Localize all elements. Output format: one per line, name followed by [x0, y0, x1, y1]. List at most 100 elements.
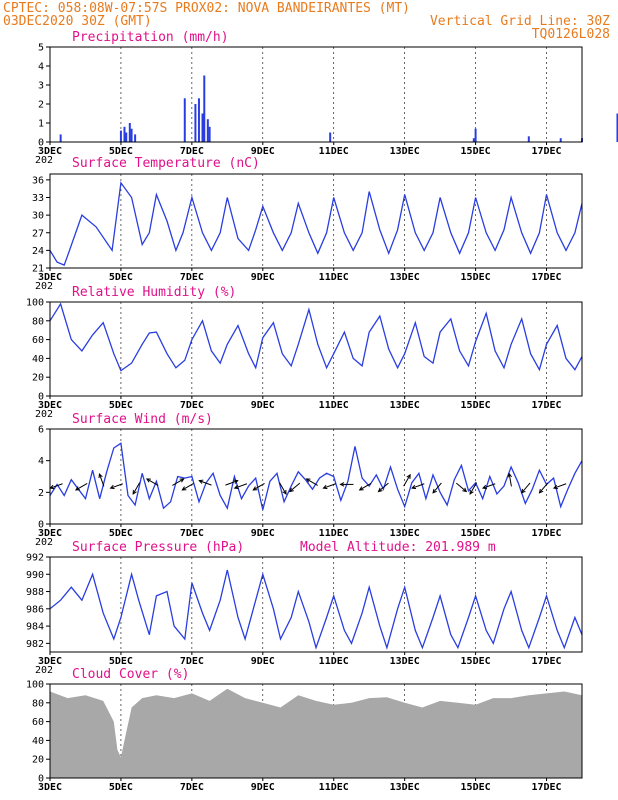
- precip-ytick-label: 3: [38, 81, 44, 92]
- precip-ytick-label: 4: [38, 62, 44, 73]
- precip-bar: [128, 123, 131, 142]
- humidity-xtick-label: 15DEC: [461, 400, 491, 411]
- wind-arrow-head: [181, 486, 187, 491]
- wind-arrow-head: [469, 489, 474, 495]
- header-model-code: TQ0126L028: [532, 27, 610, 42]
- pressure-xtick-label: 7DEC: [180, 656, 204, 667]
- cloud-xtick-label: 9DEC: [251, 782, 275, 793]
- wind-arrow: [539, 482, 549, 494]
- pressure-ytick-label: 988: [26, 587, 44, 598]
- wind-arrow: [508, 473, 512, 487]
- wind-arrow-head: [411, 484, 417, 490]
- wind-title: Surface Wind (m/s): [72, 412, 213, 427]
- cloud-xtick-label: 15DEC: [461, 782, 491, 793]
- wind-arrow-head: [179, 478, 185, 483]
- pressure-ytick-label: 992: [26, 553, 44, 564]
- temp-xtick-label: 9DEC: [251, 272, 275, 283]
- cloud-plot-frame: [49, 683, 583, 779]
- temp-ytick-label: 30: [32, 211, 44, 222]
- precip-title: Precipitation (mm/h): [72, 30, 229, 45]
- temp-xtick-label: 13DEC: [390, 272, 420, 283]
- cloud-ytick-label: 40: [32, 736, 44, 747]
- pressure-ytick-label: 990: [26, 570, 44, 581]
- pressure-ytick-label: 982: [26, 639, 44, 650]
- wind-arrow-head: [233, 479, 239, 484]
- precip-ytick-label: 0: [38, 138, 44, 149]
- pressure-xtick-label: 5DEC: [109, 656, 133, 667]
- humidity-series-line: [49, 302, 583, 372]
- wind-arrow: [172, 478, 184, 486]
- precip-bar: [130, 128, 133, 142]
- wind-arrow-head: [252, 486, 258, 491]
- wind-arrow-head: [198, 479, 204, 484]
- wind-xtick-label: 9DEC: [251, 528, 275, 539]
- precip-bar: [59, 134, 62, 142]
- wind-arrow-head: [322, 484, 328, 490]
- wind-arrow: [182, 482, 194, 491]
- temp-plot-frame: [49, 173, 583, 269]
- wind-arrow: [110, 483, 123, 489]
- pressure-plot-frame: [49, 556, 583, 653]
- wind-arrow-head: [432, 488, 437, 494]
- precip-ytick-label: 2: [38, 100, 44, 111]
- humidity-xtick-label: 17DEC: [531, 400, 561, 411]
- wind-xtick-label: 5DEC: [109, 528, 133, 539]
- pressure-altitude: Model Altitude: 201.989 m: [300, 540, 496, 555]
- wind-year-label: 202: [35, 537, 53, 548]
- wind-arrow-head: [74, 486, 80, 491]
- temp-ytick-label: 33: [32, 193, 44, 204]
- cloud-xtick-label: 7DEC: [180, 782, 204, 793]
- humidity-ytick-label: 80: [32, 316, 44, 327]
- humidity-xtick-label: 7DEC: [180, 400, 204, 411]
- wind-arrow: [234, 483, 248, 489]
- cloud-ytick-label: 80: [32, 698, 44, 709]
- wind-arrow: [378, 482, 389, 492]
- temp-xtick-label: 3DEC: [38, 272, 62, 283]
- wind-arrow: [482, 483, 496, 489]
- pressure-xtick-label: 17DEC: [531, 656, 561, 667]
- pressure-xtick-label: 15DEC: [461, 656, 491, 667]
- wind-arrow-head: [406, 473, 411, 479]
- temp-xtick-label: 7DEC: [180, 272, 204, 283]
- cloud-ytick-label: 0: [38, 774, 44, 785]
- temp-year-label: 202: [35, 281, 53, 292]
- wind-arrow: [456, 482, 467, 492]
- precip-bar: [527, 136, 530, 142]
- wind-arrow: [225, 480, 238, 486]
- precip-bar: [119, 130, 122, 142]
- pressure-series-line: [49, 569, 583, 650]
- precip-bar: [208, 126, 211, 142]
- wind-xtick-label: 13DEC: [390, 528, 420, 539]
- wind-arrow-head: [288, 487, 294, 493]
- wind-ytick-label: 6: [38, 425, 44, 436]
- precip-bar: [559, 138, 562, 142]
- precip-bar: [194, 104, 197, 142]
- wind-xtick-label: 3DEC: [38, 528, 62, 539]
- wind-xtick-label: 11DEC: [319, 528, 349, 539]
- wind-arrow: [553, 483, 567, 489]
- precip-xtick-label: 17DEC: [531, 146, 561, 157]
- wind-arrow-head: [538, 488, 544, 494]
- wind-arrow-head: [98, 473, 103, 479]
- precip-xtick-label: 15DEC: [461, 146, 491, 157]
- cloud-ytick-label: 60: [32, 717, 44, 728]
- precip-bar: [203, 75, 206, 142]
- precip-xtick-label: 5DEC: [109, 146, 133, 157]
- wind-arrow-head: [305, 478, 311, 483]
- humidity-year-label: 202: [35, 409, 53, 420]
- precip-year-label: 202: [35, 155, 53, 166]
- cloud-xtick-label: 13DEC: [390, 782, 420, 793]
- precip-ytick-label: 5: [38, 43, 44, 54]
- humidity-xtick-label: 13DEC: [390, 400, 420, 411]
- cloud-xtick-label: 11DEC: [319, 782, 349, 793]
- wind-arrow: [98, 473, 105, 487]
- temp-xtick-label: 17DEC: [531, 272, 561, 283]
- wind-arrow-head: [377, 487, 383, 493]
- pressure-xtick-label: 13DEC: [390, 656, 420, 667]
- temp-ytick-label: 27: [32, 228, 44, 239]
- humidity-xtick-label: 5DEC: [109, 400, 133, 411]
- pressure-xtick-label: 3DEC: [38, 656, 62, 667]
- pressure-ytick-label: 986: [26, 604, 44, 615]
- precip-xtick-label: 3DEC: [38, 146, 62, 157]
- wind-arrow-head: [358, 486, 364, 491]
